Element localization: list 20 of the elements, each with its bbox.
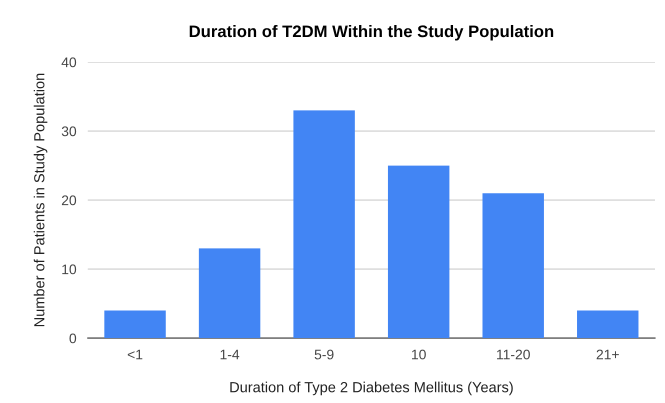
bar — [198, 248, 260, 338]
x-tick-label: 1-4 — [220, 350, 240, 360]
x-tick-label: <1 — [128, 350, 142, 360]
chart-title: Duration of T2DM Within the Study Population — [190, 24, 554, 41]
bar — [293, 110, 355, 338]
bar — [482, 193, 544, 338]
x-axis-title: Duration of Type 2 Diabetes Mellitus (Years) — [230, 382, 513, 396]
y-tick-label: 0 — [69, 333, 76, 344]
y-tick-label: 10 — [62, 264, 76, 274]
bar — [104, 310, 166, 338]
x-tick-label: 11-20 — [497, 350, 530, 360]
y-tick-label: 20 — [62, 195, 76, 206]
bar — [388, 166, 450, 338]
x-tick-label: 10 — [412, 350, 426, 360]
y-tick-label: 30 — [62, 126, 76, 136]
x-tick-label: 5-9 — [314, 350, 334, 360]
x-tick-label: 21+ — [596, 350, 619, 360]
y-axis-title: Number of Patients in Study Population — [34, 74, 48, 326]
y-tick-label: 40 — [62, 57, 76, 68]
bar — [577, 310, 638, 338]
